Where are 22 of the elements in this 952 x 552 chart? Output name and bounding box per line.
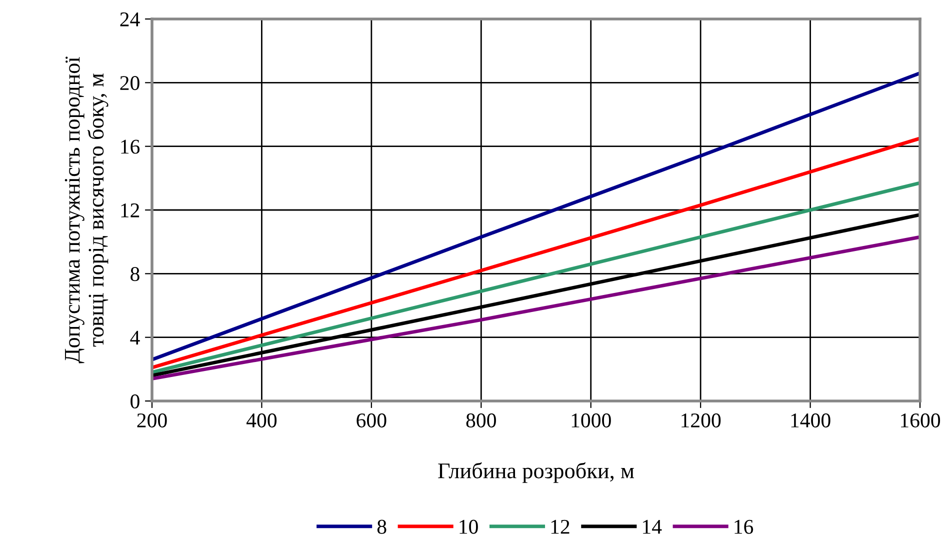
y-tick-label: 12 — [121, 203, 140, 218]
legend-label: 16 — [734, 520, 754, 534]
x-tick-label: 1000 — [572, 413, 611, 428]
y-tick-label: 8 — [130, 267, 140, 282]
legend-label: 12 — [551, 520, 570, 534]
x-axis-title: Глибина розробки, м — [438, 462, 634, 483]
legend-label: 8 — [377, 520, 386, 534]
x-tick-label: 600 — [356, 413, 386, 428]
x-tick-label: 1600 — [901, 413, 940, 428]
x-tick-label: 800 — [466, 413, 496, 428]
y-tick-label: 0 — [130, 394, 140, 408]
x-tick-label: 1200 — [682, 413, 721, 428]
x-tick-label: 400 — [246, 413, 277, 428]
y-tick-label: 24 — [120, 12, 140, 26]
y-tick-label: 4 — [130, 330, 140, 345]
legend-label: 14 — [643, 520, 662, 534]
legend-label: 10 — [460, 520, 478, 534]
x-tick-label: 200 — [137, 413, 167, 428]
y-axis-title: Допустима потужність породної товщі порід висячого боку, м — [64, 56, 108, 364]
y-tick-label: 16 — [121, 140, 140, 154]
y-tick-label: 20 — [120, 76, 140, 90]
x-tick-label: 1400 — [791, 413, 830, 428]
